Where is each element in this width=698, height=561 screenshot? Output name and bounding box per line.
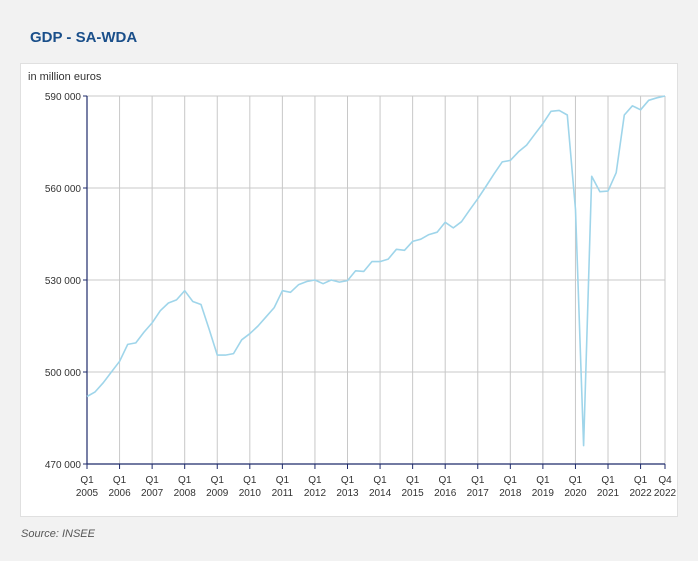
- y-tick-label: 500 000: [45, 368, 82, 379]
- x-tick-label-year: 2022: [654, 488, 677, 499]
- x-tick-label-year: 2005: [76, 488, 99, 499]
- x-tick-label-year: 2010: [239, 488, 262, 499]
- x-tick-label-quarter: Q1: [178, 475, 192, 486]
- x-tick-label-quarter: Q1: [113, 475, 127, 486]
- x-tick-label-year: 2008: [174, 488, 197, 499]
- x-axis-ticks: Q1 2005 Q1 2006 Q1 2007 Q1 2008 Q1 2009 Q1 2010 Q1 20…: [76, 464, 677, 499]
- x-tick-label-year: 2013: [336, 488, 359, 499]
- x-tick-label-quarter: Q1: [406, 475, 420, 486]
- x-tick-label-year: 2019: [532, 488, 555, 499]
- source-note: Source: INSEE: [21, 528, 95, 540]
- x-tick-label-quarter: Q1: [276, 475, 290, 486]
- x-tick-label-year: 2006: [108, 488, 131, 499]
- x-tick-label-quarter: Q1: [211, 475, 225, 486]
- x-tick-label-quarter: Q1: [80, 475, 94, 486]
- x-tick-label-quarter: Q1: [569, 475, 583, 486]
- y-tick-label: 560 000: [45, 184, 82, 195]
- x-tick-label-quarter: Q1: [308, 475, 322, 486]
- y-tick-label: 530 000: [45, 276, 82, 287]
- x-tick-label-year: 2009: [206, 488, 229, 499]
- y-axis-unit-label: in million euros: [28, 71, 102, 83]
- x-tick-label-quarter: Q1: [341, 475, 355, 486]
- x-tick-label-quarter: Q4: [658, 475, 672, 486]
- x-tick-label-year: 2017: [467, 488, 490, 499]
- x-tick-label-year: 2012: [304, 488, 327, 499]
- y-axis-ticks: 470 000 500 000 530 000 560 000 590 000: [45, 92, 87, 471]
- y-tick-label: 590 000: [45, 92, 82, 103]
- x-tick-label-quarter: Q1: [471, 475, 485, 486]
- axes: [86, 96, 665, 465]
- x-tick-label-quarter: Q1: [536, 475, 550, 486]
- chart-title: GDP - SA-WDA: [30, 29, 138, 46]
- x-tick-label-quarter: Q1: [504, 475, 518, 486]
- x-tick-label-year: 2015: [402, 488, 425, 499]
- chart-panel: [20, 63, 678, 517]
- x-tick-label-quarter: Q1: [243, 475, 257, 486]
- series-layer: [86, 95, 666, 447]
- x-tick-label-year: 2011: [272, 488, 294, 499]
- x-tick-label-year: 2020: [564, 488, 587, 499]
- x-tick-label-quarter: Q1: [145, 475, 159, 486]
- x-tick-label-quarter: Q1: [373, 475, 387, 486]
- series-line-gdp: [86, 95, 666, 447]
- x-tick-label-quarter: Q1: [634, 475, 648, 486]
- x-tick-label-year: 2007: [141, 488, 164, 499]
- y-tick-label: 470 000: [45, 460, 82, 471]
- x-tick-label-year: 2016: [434, 488, 457, 499]
- x-tick-label-year: 2021: [597, 488, 620, 499]
- x-tick-label-quarter: Q1: [439, 475, 453, 486]
- x-tick-label-year: 2014: [369, 488, 392, 499]
- x-tick-label-year: 2022: [629, 488, 652, 499]
- x-tick-label-quarter: Q1: [601, 475, 615, 486]
- x-tick-label-year: 2018: [499, 488, 522, 499]
